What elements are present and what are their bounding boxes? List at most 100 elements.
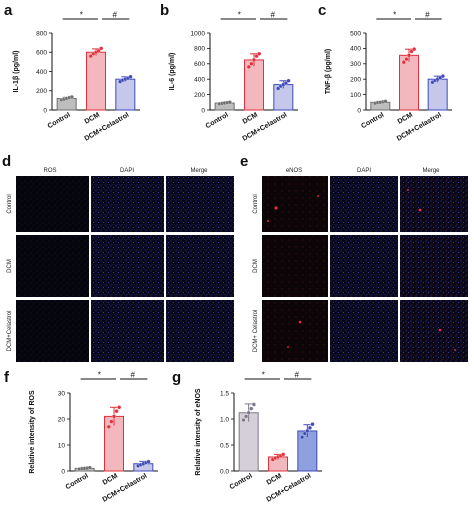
- micrograph-e-row-control: Control: [253, 194, 259, 213]
- data-point: [406, 53, 412, 58]
- significance-label: #: [270, 11, 275, 20]
- data-point: [244, 414, 249, 419]
- data-point: [257, 51, 262, 56]
- data-point: [111, 414, 117, 419]
- data-point: [276, 86, 281, 91]
- category-label: Control: [229, 473, 254, 492]
- data-point: [254, 54, 259, 59]
- data-point: [88, 54, 93, 59]
- category-label: DCM: [397, 112, 414, 126]
- category-label: DCM: [242, 112, 259, 126]
- micrograph-d-col-dapi: DAPI: [120, 168, 134, 174]
- y-tick-label: 0: [357, 107, 361, 114]
- data-point: [251, 57, 257, 62]
- micrograph-d-dcm-merge: [166, 235, 234, 297]
- category-label: Control: [360, 112, 385, 131]
- data-point: [412, 47, 417, 52]
- data-point: [383, 99, 388, 104]
- y-tick-label: 200: [194, 92, 205, 99]
- y-axis-label: TNF-β (pg/ml): [325, 49, 332, 94]
- micrograph-d-celastrol-ros: [16, 300, 89, 362]
- micrograph-panel-e: eNOS DAPI Merge Control DCM DCM+ Celastr…: [253, 168, 468, 362]
- significance-label: #: [425, 11, 430, 20]
- micrograph-panel-d: ROS DAPI Merge Control DCM DCM+Celastrol: [7, 168, 234, 362]
- micrograph-e-control-merge: [400, 176, 468, 232]
- data-point: [409, 49, 414, 54]
- y-tick-label: 600: [36, 50, 47, 57]
- data-point: [440, 74, 445, 79]
- micrograph-d-control-ros: [16, 176, 89, 232]
- micrograph-d-control-merge: [166, 176, 234, 232]
- data-point: [401, 60, 406, 65]
- micrograph-d-col-merge: Merge: [190, 168, 208, 174]
- data-point: [128, 74, 133, 79]
- data-point: [117, 405, 122, 410]
- data-point: [300, 435, 305, 440]
- micrograph-e-celastrol-enos: [262, 300, 328, 362]
- data-point: [305, 428, 310, 434]
- data-point: [69, 94, 74, 100]
- micrograph-e-row-celastrol: DCM+ Celastrol: [253, 310, 259, 353]
- panel-letter-a: a: [4, 2, 13, 19]
- y-tick-label: 800: [36, 30, 47, 37]
- data-point: [146, 459, 151, 464]
- category-label: DCM: [266, 473, 283, 487]
- y-tick-label: 800: [194, 46, 205, 53]
- data-point: [249, 61, 254, 66]
- data-point: [96, 48, 101, 53]
- y-tick-label: 0: [61, 468, 65, 475]
- micrograph-e-control-enos: [262, 176, 328, 232]
- micrograph-d-row-control: Control: [7, 194, 13, 213]
- data-point: [99, 46, 104, 51]
- y-tick-label: 200: [36, 88, 47, 95]
- chart-enos-intensity: 0.0 0.5 1.0 1.5 Relative intensity of eNOS Co…: [195, 371, 322, 504]
- y-axis-label: IL-6 (pg/ml): [169, 53, 176, 91]
- micrograph-d-dcm-dapi: [91, 235, 164, 297]
- bar: [427, 78, 448, 111]
- panel-letter-d: d: [2, 153, 11, 170]
- y-tick-label: 400: [36, 69, 47, 76]
- y-tick-label: 100: [350, 92, 361, 99]
- y-axis-label: IL-1β (pg/ml): [13, 51, 20, 93]
- chart-ros-intensity: 0 10 20 30 Relative intensity of ROS Control D…: [29, 371, 158, 504]
- data-point: [283, 81, 288, 86]
- data-point: [246, 64, 251, 69]
- data-point: [106, 424, 111, 429]
- category-label: Control: [65, 473, 90, 492]
- micrograph-e-col-dapi: DAPI: [357, 168, 371, 174]
- micrograph-d-dcm-ros: [16, 235, 89, 297]
- micrograph-e-celastrol-merge: [400, 300, 468, 362]
- data-point: [87, 465, 92, 470]
- data-point: [404, 57, 409, 62]
- bar: [86, 51, 106, 111]
- significance-label: *: [80, 11, 83, 20]
- y-tick-label: 0: [201, 107, 205, 114]
- data-point: [246, 410, 251, 415]
- data-point: [307, 425, 312, 430]
- micrograph-e-dcm-dapi: [330, 235, 398, 297]
- y-tick-label: 0: [43, 107, 47, 114]
- micrograph-d-row-dcm: DCM: [7, 259, 13, 273]
- bar: [115, 78, 136, 111]
- data-point: [249, 406, 254, 411]
- micrograph-e-celastrol-dapi: [330, 300, 398, 362]
- panel-letter-f: f: [4, 369, 10, 386]
- micrograph-d-celastrol-merge: [166, 300, 234, 362]
- y-tick-label: 400: [350, 46, 361, 53]
- panel-letter-g: g: [172, 369, 181, 386]
- data-point: [286, 78, 291, 83]
- y-tick-label: 30: [58, 390, 66, 397]
- micrograph-d-celastrol-dapi: [91, 300, 164, 362]
- enos-signal-spots: [266, 189, 456, 351]
- micrograph-d-control-dapi: [91, 176, 164, 232]
- micrograph-e-col-enos: eNOS: [286, 168, 302, 174]
- micrograph-e-dcm-merge: [400, 235, 468, 297]
- data-point: [302, 431, 307, 436]
- y-tick-label: 0.0: [220, 468, 229, 475]
- micrograph-e-dcm-enos: [262, 235, 328, 297]
- y-tick-label: 300: [350, 61, 361, 68]
- significance-label: *: [393, 11, 396, 20]
- panel-letter-c: c: [318, 2, 326, 19]
